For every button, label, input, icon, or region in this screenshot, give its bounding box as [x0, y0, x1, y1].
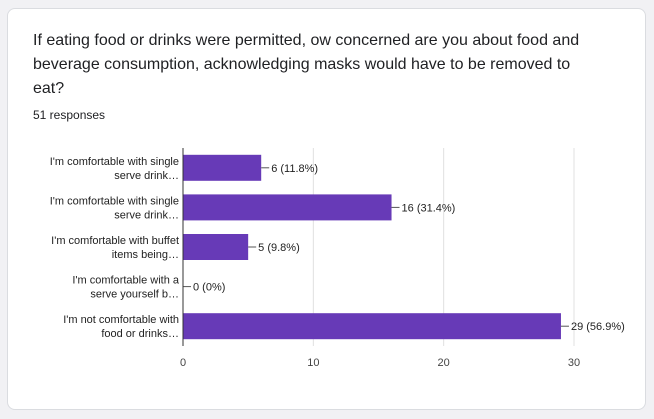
x-tick-label: 10 — [307, 357, 319, 369]
category-label: serve drink… — [114, 170, 179, 182]
x-tick-label: 30 — [568, 357, 580, 369]
bar — [183, 154, 262, 181]
value-label: 0 (0%) — [193, 282, 225, 294]
value-label: 6 (11.8%) — [271, 163, 318, 175]
category-label: I'm comfortable with single — [50, 195, 179, 207]
category-label: items being… — [112, 249, 179, 261]
category-label: I'm not comfortable with — [63, 314, 179, 326]
x-tick-label: 20 — [438, 357, 450, 369]
bar — [183, 234, 249, 260]
category-label: I'm comfortable with single — [50, 156, 179, 168]
category-label: food or drinks… — [101, 328, 179, 340]
x-tick-label: 0 — [180, 357, 186, 369]
value-label: 29 (56.9%) — [571, 321, 625, 333]
value-label: 5 (9.8%) — [258, 242, 300, 254]
category-label: serve drink… — [114, 209, 179, 221]
question-card: If eating food or drinks were permitted,… — [7, 8, 646, 410]
bar — [183, 313, 561, 340]
bar — [183, 194, 392, 221]
question-title: If eating food or drinks were permitted,… — [33, 32, 580, 97]
value-label: 16 (31.4%) — [402, 202, 456, 214]
category-label: serve yourself b… — [90, 289, 179, 301]
category-label: I'm comfortable with buffet — [51, 235, 179, 247]
response-count: 51 responses — [33, 108, 106, 122]
category-label: I'm comfortable with a — [72, 275, 180, 287]
